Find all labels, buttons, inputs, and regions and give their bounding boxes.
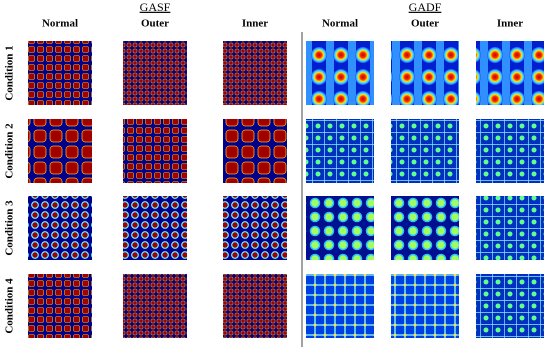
image-tile [476, 41, 544, 105]
column-label: Inner [242, 18, 268, 30]
image-tile [306, 274, 374, 338]
image-tile [123, 274, 187, 338]
group-title: GASF [140, 0, 171, 14]
image-tile [306, 41, 374, 105]
image-tile [391, 274, 459, 338]
image-tile [123, 119, 187, 183]
image-tile [476, 119, 544, 183]
row-label: Condition 3 [4, 200, 16, 256]
image-tile [476, 196, 544, 260]
image-tile [391, 41, 459, 105]
image-tile [123, 196, 187, 260]
image-tile [223, 196, 287, 260]
image-tile [28, 41, 92, 105]
image-tile [223, 119, 287, 183]
row-label: Condition 2 [4, 123, 16, 179]
image-tile [28, 196, 92, 260]
column-label: Normal [42, 18, 78, 30]
image-tile [391, 119, 459, 183]
column-label: Inner [497, 18, 523, 30]
row-label: Condition 1 [4, 45, 16, 100]
image-tile [391, 196, 459, 260]
image-tile [223, 274, 287, 338]
column-label: Outer [141, 18, 169, 30]
image-tile [306, 196, 374, 260]
column-label: Outer [411, 18, 439, 30]
image-tile [306, 119, 374, 183]
image-tile [28, 274, 92, 338]
row-label: Condition 4 [4, 278, 16, 334]
column-label: Normal [322, 18, 358, 30]
group-title: GADF [409, 0, 442, 14]
image-tile [223, 41, 287, 105]
image-tile [123, 41, 187, 105]
image-tile [28, 119, 92, 183]
image-tile [476, 274, 544, 338]
